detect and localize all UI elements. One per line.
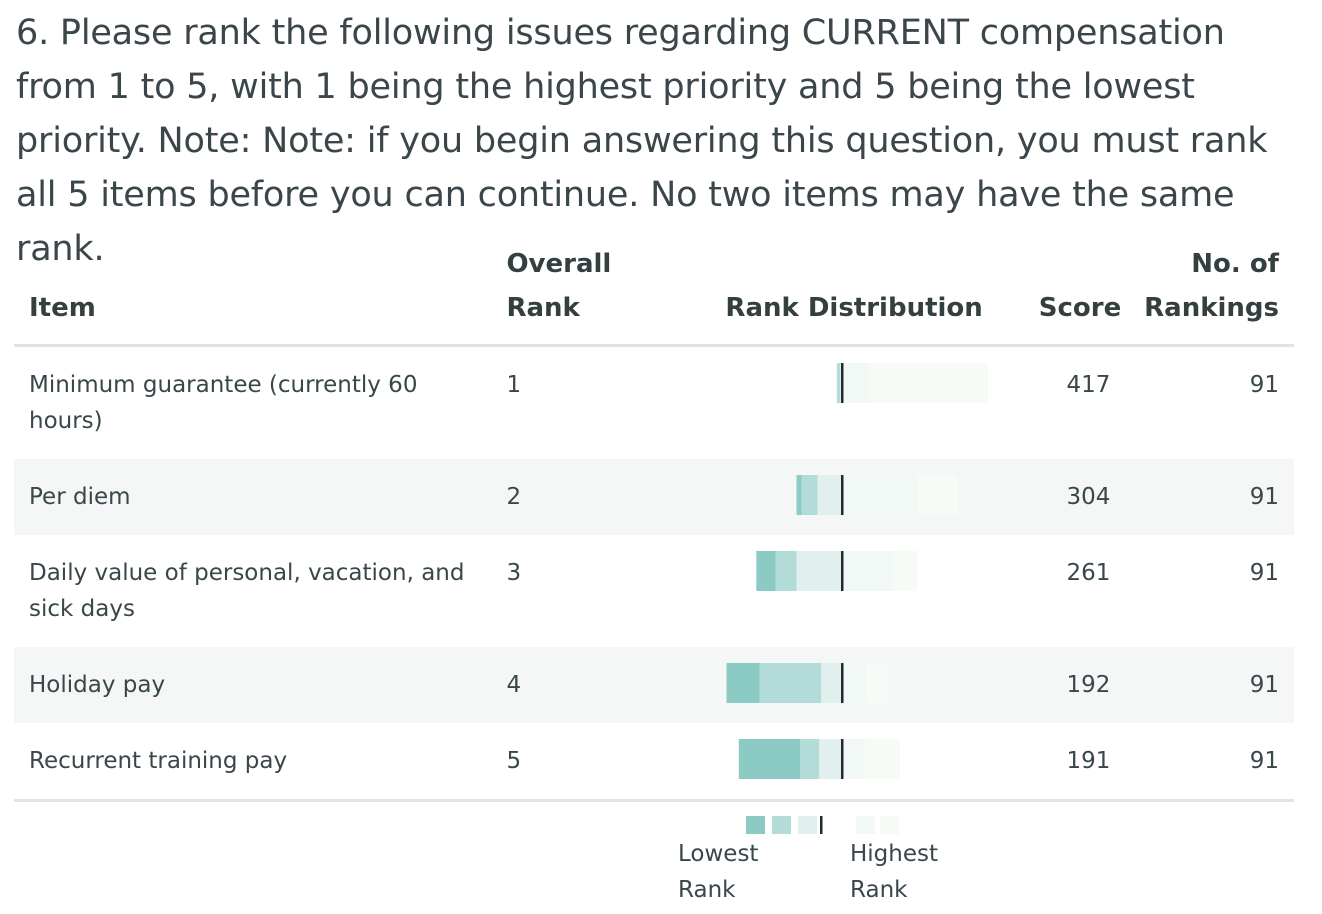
row-item: Per diem [14, 459, 492, 535]
rank-1-segment [867, 663, 889, 703]
row-item: Daily value of personal, vacation, and s… [29, 560, 465, 622]
distribution-chart [739, 739, 901, 779]
rank-4-segment [837, 363, 841, 403]
legend-rank-2-swatch [856, 816, 875, 834]
legend-lowest-rank: Lowest Rank [678, 841, 759, 903]
legend-swatches [746, 816, 899, 834]
table-row: Recurrent training pay 5 191 91 [14, 723, 1294, 802]
rank-1-segment [917, 475, 959, 515]
distribution-chart [726, 663, 889, 703]
row-overall-rank: 3 [506, 560, 522, 586]
header-overall-rank: Overall Rank [491, 232, 685, 347]
rank-2-segment [844, 475, 918, 515]
row-rank-distribution [684, 647, 1024, 723]
distribution-chart [837, 363, 989, 403]
distribution-divider [841, 663, 844, 703]
rank-2-segment [844, 363, 869, 403]
header-rank-distribution: Rank Distribution [684, 232, 1024, 347]
rank-4-segment [802, 475, 819, 515]
rank-5-segment [756, 551, 777, 591]
rank-4-segment [775, 551, 797, 591]
rank-5-segment [739, 739, 801, 779]
row-score: 192 [1023, 647, 1126, 723]
table-row: Per diem 2 304 91 [14, 459, 1294, 535]
rank-5-segment [726, 663, 761, 703]
row-item: Minimum guarantee (currently 60 hours) [29, 372, 418, 434]
distribution-divider [841, 551, 844, 591]
row-rankings: 91 [1249, 560, 1279, 586]
distribution-divider [841, 363, 844, 403]
table-header-row: Item Overall Rank Rank Distribution Scor… [14, 232, 1294, 347]
rank-1-segment [893, 551, 918, 591]
header-score: Score [1023, 232, 1126, 347]
rank-4-segment [760, 663, 822, 703]
table-row: Minimum guarantee (currently 60 hours) 1… [14, 346, 1294, 460]
distribution-chart [756, 551, 918, 591]
row-score: 304 [1023, 459, 1126, 535]
legend-rank-5-swatch [746, 816, 765, 834]
row-overall-rank: 1 [506, 372, 522, 398]
rank-5-segment [796, 475, 803, 515]
distribution-divider [841, 475, 844, 515]
row-rank-distribution [684, 535, 1023, 647]
rank-4-segment [800, 739, 820, 779]
row-rankings: 91 [1125, 459, 1294, 535]
table-row: Daily value of personal, vacation, and s… [14, 535, 1294, 647]
header-no-of-rankings: No. of Rankings [1125, 232, 1294, 347]
row-item: Holiday pay [14, 647, 492, 723]
legend-rank-3-swatch [798, 816, 817, 834]
rank-2-segment [844, 551, 894, 591]
rank-3-segment [817, 475, 843, 515]
row-rankings: 91 [1125, 723, 1294, 802]
row-overall-rank: 5 [491, 723, 685, 802]
rank-2-segment [844, 663, 868, 703]
legend-divider [820, 816, 823, 834]
table-row: Holiday pay 4 192 91 [14, 647, 1294, 723]
row-score: 191 [1023, 723, 1126, 802]
rank-3-segment [796, 551, 843, 591]
row-rankings: 91 [1249, 372, 1279, 398]
rank-3-segment [819, 739, 843, 779]
ranking-table: Item Overall Rank Rank Distribution Scor… [14, 232, 1294, 802]
row-score: 261 [1066, 560, 1111, 586]
row-rankings: 91 [1125, 647, 1294, 723]
row-score: 417 [1066, 372, 1111, 398]
row-rank-distribution [684, 459, 1024, 535]
rank-1-segment [868, 363, 989, 403]
header-item: Item [14, 232, 492, 347]
row-overall-rank: 2 [491, 459, 685, 535]
row-rank-distribution [684, 723, 1024, 802]
distribution-divider [841, 739, 844, 779]
row-rank-distribution [684, 346, 1023, 460]
distribution-legend: Lowest Rank Highest Rank [660, 808, 990, 908]
row-overall-rank: 4 [491, 647, 685, 723]
legend-rank-1-swatch [880, 816, 899, 834]
rank-2-segment [844, 739, 866, 779]
legend-rank-4-swatch [772, 816, 791, 834]
rank-1-segment [865, 739, 901, 779]
row-item: Recurrent training pay [14, 723, 492, 802]
rank-3-segment [821, 663, 843, 703]
legend-highest-rank: Highest Rank [850, 841, 939, 903]
distribution-chart [796, 475, 959, 515]
